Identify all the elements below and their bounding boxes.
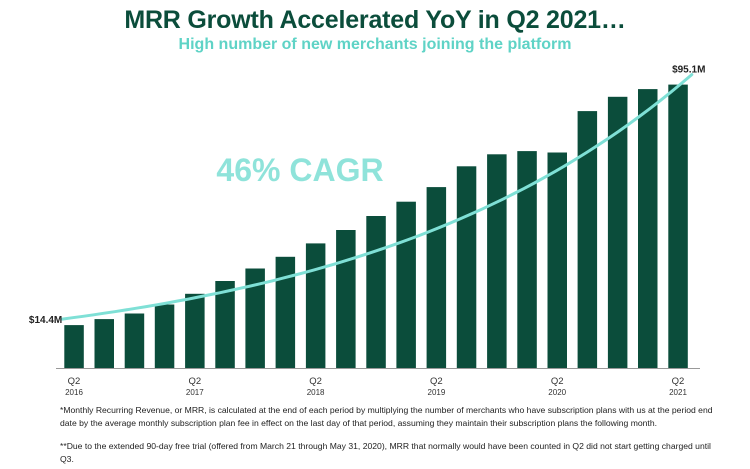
bar-q2-2017 <box>185 293 205 368</box>
x-tick-quarter-2016: Q2 <box>68 376 81 387</box>
x-tick-year-2017: 2017 <box>186 388 204 397</box>
bar-q2-2019 <box>426 187 447 368</box>
x-tick-quarter-2019: Q2 <box>430 376 443 387</box>
bar-q2-2018 <box>305 243 326 368</box>
bar-q3-2019 <box>456 166 477 368</box>
bar-q3-2018 <box>336 230 356 368</box>
bar-q4-2016 <box>124 313 145 368</box>
x-tick-year-2021: 2021 <box>669 388 687 397</box>
x-tick-quarter-2020: Q2 <box>551 376 564 387</box>
x-tick-quarter-2017: Q2 <box>188 376 201 387</box>
bar-q4-2017 <box>245 268 265 368</box>
bar-q1-2017 <box>154 304 175 368</box>
bar-q2-2016 <box>64 325 84 368</box>
bar-q4-2018 <box>366 216 386 368</box>
bar-q4-2020 <box>607 96 628 369</box>
data-label-start: $14.4M <box>29 315 62 326</box>
x-tick-year-2018: 2018 <box>307 388 325 397</box>
bar-q1-2019 <box>396 201 416 368</box>
bar-q3-2020 <box>577 111 598 368</box>
cagr-trend-line <box>60 73 694 321</box>
x-tick-quarter-2021: Q2 <box>672 376 685 387</box>
chart-title: MRR Growth Accelerated YoY in Q2 2021… <box>124 6 626 34</box>
x-tick-quarter-2018: Q2 <box>309 376 322 387</box>
x-tick-year-2019: 2019 <box>428 388 446 397</box>
chart-subtitle: High number of new merchants joining the… <box>178 36 572 53</box>
bar-q1-2020 <box>517 151 537 368</box>
bar-q2-2021 <box>668 84 688 368</box>
footnote-mrr-definition: *Monthly Recurring Revenue, or MRR, is c… <box>60 405 713 428</box>
bar-q3-2017 <box>215 281 235 368</box>
bar-q1-2021 <box>638 89 658 368</box>
data-label-end: $95.1M <box>672 65 705 76</box>
x-tick-year-2016: 2016 <box>65 388 83 397</box>
bar-q4-2019 <box>487 154 507 368</box>
cagr-annotation: 46% CAGR <box>216 152 383 188</box>
x-tick-year-2020: 2020 <box>548 388 566 397</box>
bar-q1-2018 <box>275 256 296 368</box>
bar-q2-2020 <box>547 152 567 368</box>
footnote-free-trial: **Due to the extended 90-day free trial … <box>60 441 711 464</box>
bar-q3-2016 <box>94 319 114 368</box>
